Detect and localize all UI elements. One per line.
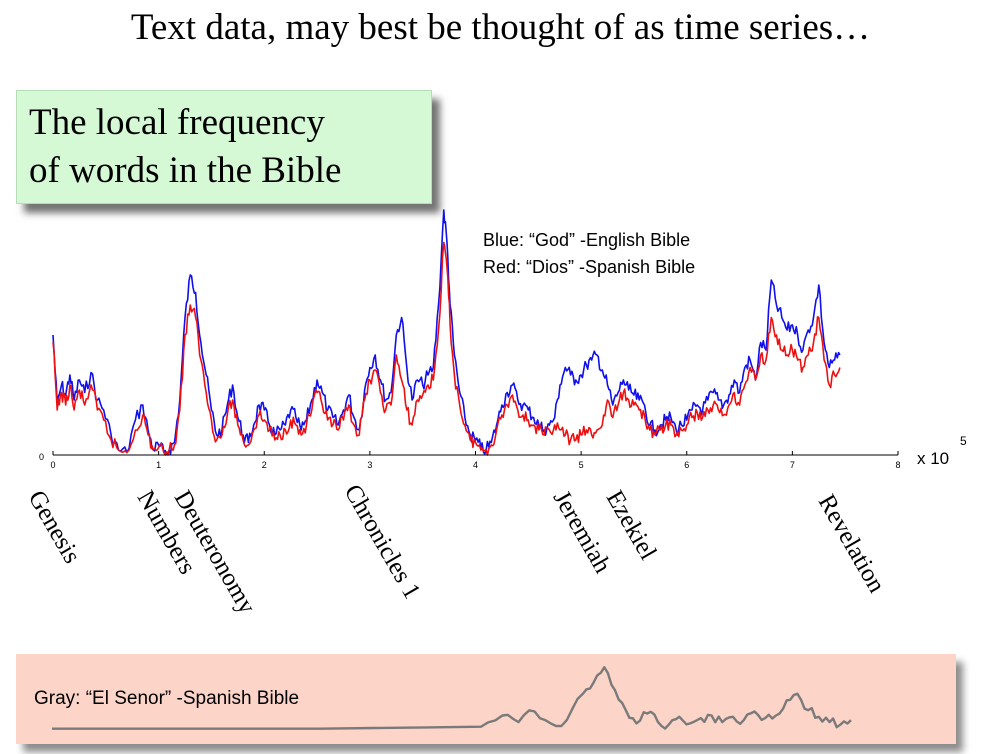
x-tick-label: 2 <box>262 460 267 470</box>
x-tick-label: 7 <box>790 460 795 470</box>
series-line-el-senor-spanish <box>52 666 852 730</box>
y-tick-label: 0 <box>39 452 44 462</box>
series-line-god-english <box>52 209 841 456</box>
gray-chart <box>52 666 852 730</box>
gray-series-panel: Gray: “El Senor” -Spanish Bible <box>16 654 956 744</box>
legend-red: Red: “Dios” -Spanish Bible <box>483 257 695 277</box>
legend-blue: Blue: “God” -English Bible <box>483 230 690 250</box>
slide-title: Text data, may best be thought of as tim… <box>130 7 871 48</box>
x-tick-label: 6 <box>684 460 689 470</box>
x-exponent-label: x 10 <box>917 449 949 468</box>
series-line-dios-spanish <box>52 241 841 456</box>
subtitle-box: The local frequency of words in the Bibl… <box>16 90 432 204</box>
main-chart: 0 1 2 3 4 5 6 7 8 0 x 10 5 Blue: “God” -English … <box>39 209 967 470</box>
x-tick-label: 8 <box>895 460 900 470</box>
x-tick-label: 0 <box>50 460 55 470</box>
x-exponent-power: 5 <box>960 434 967 448</box>
x-tick-label: 3 <box>367 460 372 470</box>
x-tick-label: 5 <box>579 460 584 470</box>
x-tick-label: 1 <box>156 460 161 470</box>
subtitle-line-1: The local frequency <box>29 102 325 143</box>
gray-series-label: Gray: “El Senor” -Spanish Bible <box>34 688 300 709</box>
x-tick-label: 4 <box>473 460 478 470</box>
subtitle-line-2: of words in the Bible <box>29 150 342 191</box>
